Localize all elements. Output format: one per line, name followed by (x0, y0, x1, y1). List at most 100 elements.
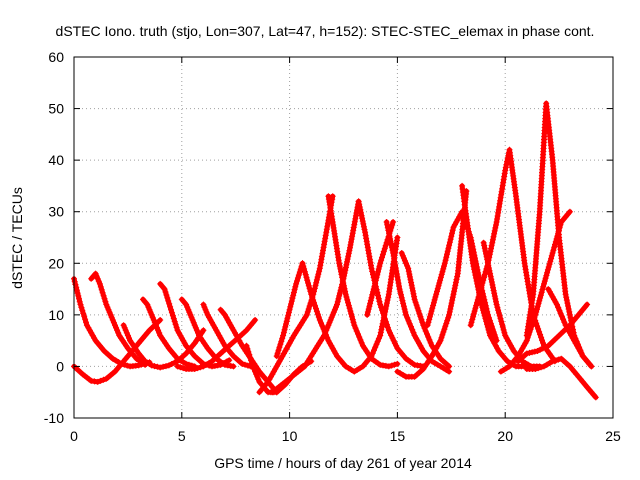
data-point (313, 305, 319, 312)
data-point (562, 291, 569, 298)
data-point (336, 292, 343, 299)
data-point (534, 348, 541, 354)
data-point (439, 268, 446, 275)
data-point (427, 339, 434, 346)
data-point (471, 308, 478, 315)
data-point (485, 262, 492, 269)
data-point (412, 299, 419, 306)
plot-frame (73, 56, 614, 419)
data-point (564, 300, 571, 307)
data-point (409, 285, 416, 292)
data-point (399, 297, 406, 304)
data-point (531, 348, 538, 355)
data-point (518, 348, 524, 354)
data-point (472, 272, 479, 279)
data-point (371, 347, 377, 354)
data-point (309, 294, 316, 301)
data-point (374, 271, 381, 278)
data-point (556, 307, 563, 314)
data-point (487, 270, 494, 277)
data-point (325, 337, 332, 344)
data-point (393, 268, 400, 274)
x-tick-label: 10 (282, 428, 298, 444)
data-point (487, 332, 494, 339)
data-point (488, 245, 494, 252)
data-point (188, 314, 195, 321)
data-point (437, 274, 444, 281)
data-point (76, 298, 83, 305)
data-point (411, 296, 418, 303)
data-point (162, 289, 169, 295)
data-point (307, 288, 314, 295)
x-axis-label: GPS time / hours of day 261 of year 2014 (214, 455, 472, 471)
data-point (421, 325, 428, 332)
data-point (368, 265, 375, 272)
data-point (584, 301, 591, 308)
data-point (93, 273, 100, 280)
data-point (249, 363, 256, 370)
data-point (434, 285, 441, 292)
data-point (488, 276, 495, 283)
data-point (311, 299, 317, 306)
data-point (394, 360, 401, 367)
data-point (168, 309, 175, 316)
data-point (379, 251, 386, 258)
data-point (532, 366, 539, 372)
data-point (349, 233, 356, 240)
data-point (246, 351, 253, 358)
data-point (295, 272, 302, 279)
data-point (490, 337, 496, 344)
data-point (436, 340, 443, 347)
data-point (380, 310, 386, 317)
data-point (274, 350, 281, 357)
data-point (485, 265, 492, 271)
data-point (471, 266, 478, 273)
data-point (482, 248, 489, 255)
data-point (419, 319, 426, 326)
data-point (562, 322, 569, 329)
data-point (124, 332, 131, 339)
data-point (247, 354, 254, 361)
data-point (203, 309, 210, 316)
data-point (79, 307, 86, 314)
data-point (488, 279, 495, 285)
data-point (103, 301, 110, 308)
data-point (288, 298, 295, 305)
data-point (277, 341, 284, 348)
data-point (366, 303, 373, 310)
data-point (144, 301, 151, 308)
data-point (342, 267, 349, 274)
data-point (390, 253, 397, 259)
data-point (154, 363, 161, 370)
data-point (384, 324, 391, 331)
data-point (468, 319, 475, 326)
data-point (437, 337, 444, 344)
data-point (544, 266, 551, 273)
data-point (539, 345, 546, 352)
data-point (475, 294, 482, 300)
data-point (474, 280, 481, 287)
data-point (396, 283, 402, 290)
data-point (480, 307, 487, 314)
data-point (174, 363, 181, 370)
data-point (537, 295, 544, 301)
data-point (344, 258, 350, 265)
data-point (224, 317, 231, 323)
data-point (565, 303, 571, 309)
data-point (75, 292, 82, 299)
data-point (101, 295, 108, 302)
data-point (405, 268, 412, 275)
y-tick-label: 60 (48, 49, 64, 65)
data-point (108, 314, 115, 321)
data-point (301, 265, 308, 272)
data-point (449, 227, 456, 234)
data-point (339, 277, 346, 284)
data-point (549, 250, 556, 256)
data-point (193, 327, 200, 334)
data-point (533, 309, 540, 315)
data-point (381, 245, 388, 252)
data-point (106, 309, 113, 316)
data-point (100, 376, 107, 383)
data-point (145, 304, 152, 311)
